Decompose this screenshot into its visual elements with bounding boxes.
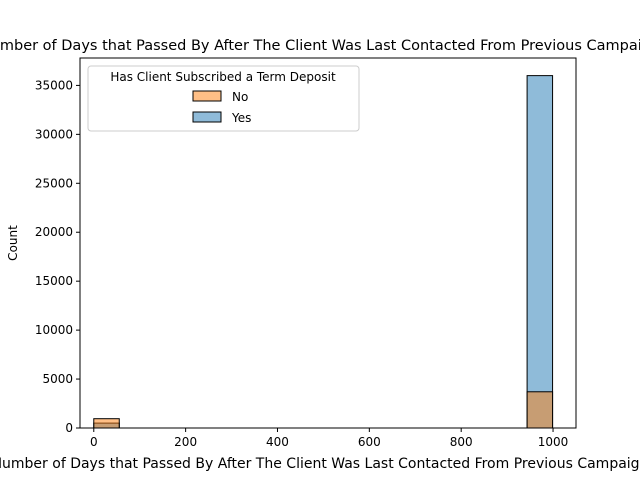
x-tick-label: 200 — [174, 435, 197, 449]
x-tick-label: 400 — [266, 435, 289, 449]
y-tick-label: 20000 — [35, 225, 73, 239]
plot-area-frame — [79, 57, 577, 429]
axes — [79, 57, 577, 429]
legend-swatch-no — [192, 90, 222, 102]
y-tick-label: 10000 — [35, 323, 73, 337]
y-axis-label: Count — [6, 225, 20, 261]
legend: Has Client Subscribed a Term Deposit No … — [87, 65, 360, 132]
x-axis-label: Number of Days that Passed By After The … — [0, 456, 640, 472]
x-tick-label: 600 — [358, 435, 381, 449]
x-tick-label: 0 — [90, 435, 98, 449]
chart-title: Number of Days that Passed By After The … — [0, 38, 640, 54]
x-tick-label: 800 — [450, 435, 473, 449]
legend-box — [87, 65, 360, 132]
y-tick-label: 15000 — [35, 274, 73, 288]
y-tick-label: 0 — [65, 421, 73, 435]
y-tick-label: 30000 — [35, 127, 73, 141]
y-tick-label: 35000 — [35, 78, 73, 92]
legend-label-no: No — [232, 90, 248, 104]
y-axis-ticks: 0 5000 10000 15000 20000 25000 30000 35000 — [35, 78, 80, 435]
bars-layer — [93, 75, 554, 429]
x-tick-label: 1000 — [538, 435, 569, 449]
legend-title: Has Client Subscribed a Term Deposit — [110, 70, 336, 84]
y-tick-label: 5000 — [42, 372, 73, 386]
bar-yes-17 — [526, 75, 554, 429]
bar-no-17 — [526, 391, 554, 429]
bar-no-0 — [93, 418, 120, 429]
legend-swatch-yes — [192, 111, 222, 123]
x-axis-ticks: 0 200 400 600 800 1000 — [90, 428, 568, 449]
legend-label-yes: Yes — [231, 111, 251, 125]
y-tick-label: 25000 — [35, 176, 73, 190]
